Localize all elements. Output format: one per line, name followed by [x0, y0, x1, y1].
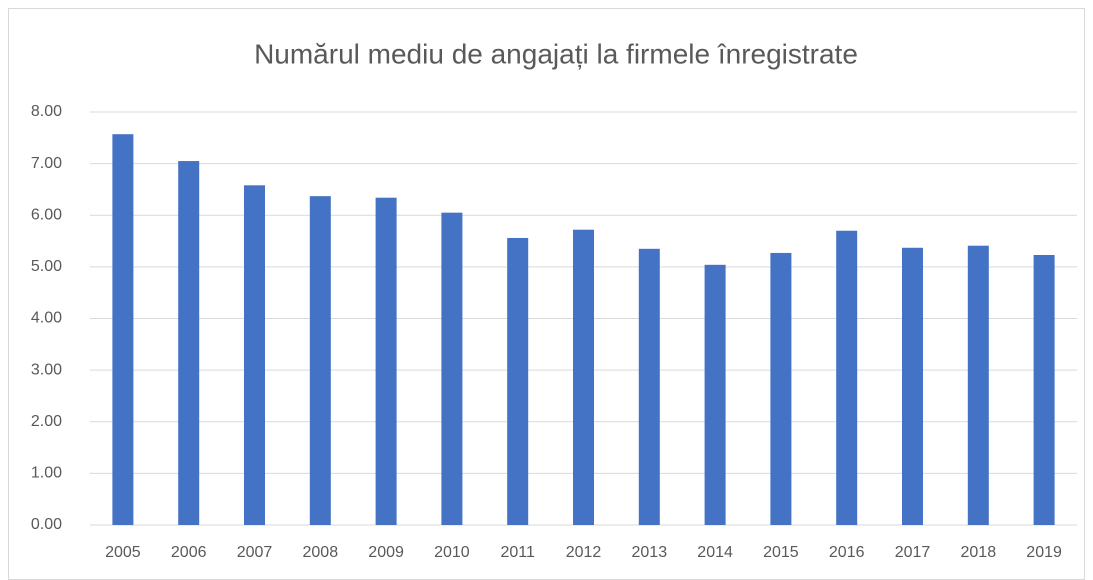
- bar: [244, 185, 265, 525]
- bar: [507, 237, 529, 525]
- bar: [967, 245, 989, 526]
- bar: [178, 161, 200, 525]
- bar: [1033, 255, 1055, 525]
- x-tick-label: 2019: [1026, 544, 1062, 561]
- y-tick-label: 8.00: [31, 103, 62, 120]
- x-tick-label: 2007: [237, 544, 273, 561]
- y-tick-label: 7.00: [31, 155, 62, 172]
- y-tick-label: 1.00: [31, 465, 62, 482]
- bar: [704, 264, 726, 525]
- bar: [902, 247, 923, 525]
- x-tick-label: 2005: [105, 544, 141, 561]
- chart-title: Numărul mediu de angajați la firmele înr…: [254, 38, 858, 69]
- bar: [836, 230, 858, 526]
- x-tick-label: 2006: [171, 544, 207, 561]
- x-tick-label: 2014: [697, 544, 733, 561]
- x-tick-label: 2018: [961, 544, 997, 561]
- bar: [309, 196, 331, 525]
- y-tick-label: 5.00: [31, 258, 62, 275]
- x-tick-label: 2015: [763, 544, 799, 561]
- x-tick-label: 2013: [632, 544, 668, 561]
- bar: [375, 197, 397, 525]
- y-tick-label: 2.00: [31, 413, 62, 430]
- x-tick-label: 2012: [566, 544, 602, 561]
- x-tick-label: 2017: [895, 544, 931, 561]
- bar: [441, 212, 463, 525]
- y-tick-label: 6.00: [31, 206, 62, 223]
- x-tick-label: 2008: [303, 544, 339, 561]
- bar: [638, 248, 660, 525]
- x-tick-label: 2016: [829, 544, 865, 561]
- bar: [112, 134, 134, 526]
- x-tick-label: 2011: [500, 544, 535, 561]
- y-tick-label: 0.00: [31, 516, 62, 533]
- chart-border: [8, 8, 1085, 580]
- bar: [770, 252, 792, 525]
- x-tick-label: 2010: [434, 544, 470, 561]
- y-tick-label: 4.00: [31, 310, 62, 327]
- y-tick-label: 3.00: [31, 361, 62, 378]
- x-tick-label: 2009: [368, 544, 404, 561]
- bar: [573, 229, 594, 525]
